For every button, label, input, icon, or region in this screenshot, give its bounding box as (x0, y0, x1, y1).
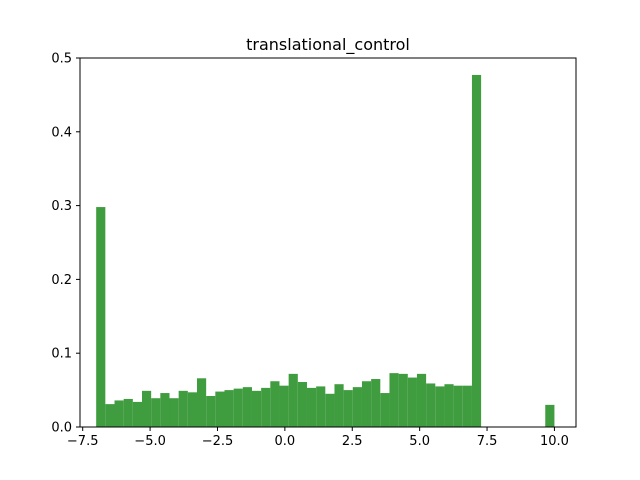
x-tick-label: 0.0 (275, 434, 296, 449)
histogram-bar (270, 381, 280, 427)
histogram-bar (371, 379, 381, 427)
histogram-bar (416, 373, 427, 427)
histogram-bar (306, 387, 317, 427)
histogram-bar (426, 383, 436, 427)
histogram-bar (251, 390, 262, 427)
histogram-bar (178, 390, 188, 427)
plot-frame (79, 57, 577, 428)
histogram-bar (398, 373, 408, 427)
histogram-bar (343, 390, 353, 427)
histogram-bar (132, 401, 142, 427)
x-tick-label: 10.0 (540, 434, 569, 449)
bars-group (96, 74, 555, 427)
histogram-bar (215, 391, 225, 427)
histogram-bar (325, 393, 335, 427)
histogram-bar (114, 400, 124, 427)
axes-group: −7.5 −5.0 −2.5 0.0 2.5 5.0 7.5 10.0 0.0 0.1 0.2 0.3… (51, 52, 577, 449)
histogram-bar (297, 381, 307, 427)
histogram-bar (389, 373, 399, 427)
y-tick-label: 0.1 (51, 347, 72, 362)
histogram-bar (224, 390, 234, 427)
x-tick-label: 2.5 (342, 434, 363, 449)
histogram-bar (453, 385, 463, 427)
histogram-bar (334, 384, 344, 427)
histogram-bar (96, 207, 106, 427)
histogram-bar (142, 390, 152, 427)
histogram-bar (444, 384, 454, 427)
y-tick-label: 0.2 (51, 273, 72, 288)
histogram-bar (545, 404, 555, 427)
y-tick-label: 0.5 (51, 52, 72, 67)
histogram-bar (160, 393, 170, 427)
histogram-bar (361, 381, 372, 427)
histogram-bar (288, 373, 298, 427)
histogram-bar (242, 387, 252, 427)
histogram-bar (169, 398, 179, 427)
histogram-bar (206, 396, 216, 427)
y-tick-label: 0.0 (51, 421, 72, 436)
histogram-bar (435, 386, 445, 427)
histogram-bar (279, 385, 289, 427)
x-tick-label: 7.5 (477, 434, 498, 449)
histogram-bar (352, 387, 362, 427)
x-tick-label: −7.5 (67, 434, 99, 449)
histogram-bar (261, 387, 271, 427)
chart-title: translational_control (246, 35, 410, 55)
histogram-bar (187, 392, 197, 427)
histogram-bar (407, 377, 417, 427)
histogram-bar (123, 398, 133, 427)
histogram-bar (471, 74, 482, 427)
histogram-bar (105, 404, 115, 427)
histogram-bar (196, 378, 207, 427)
x-tick-label: −2.5 (202, 434, 234, 449)
histogram-bar (233, 388, 243, 427)
histogram-bar (380, 393, 390, 427)
histogram-bar (462, 385, 472, 427)
histogram-bar (316, 386, 326, 427)
y-tick-label: 0.4 (51, 125, 72, 140)
y-tick-label: 0.3 (51, 199, 72, 214)
x-tick-label: 5.0 (409, 434, 430, 449)
x-tick-label: −5.0 (134, 434, 166, 449)
histogram-bar (151, 398, 161, 427)
